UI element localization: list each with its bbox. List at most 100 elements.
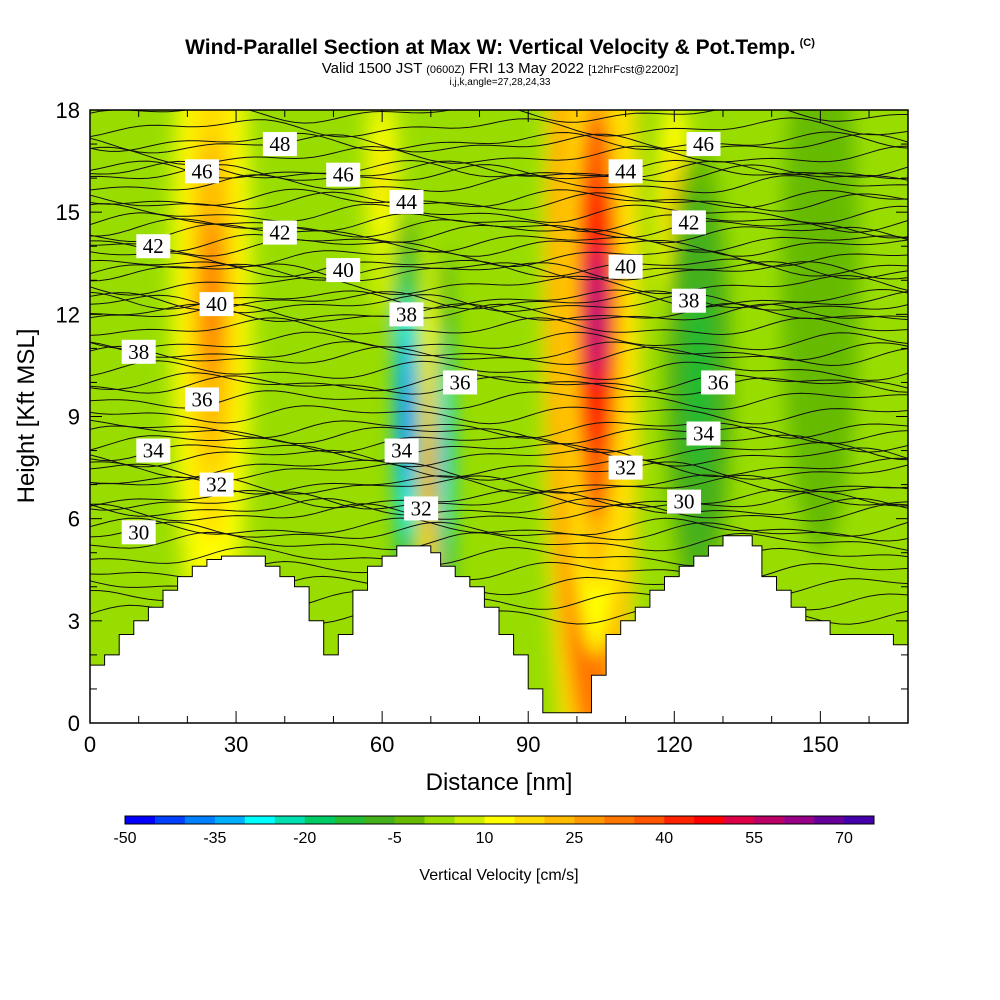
theta-contour-line [90, 331, 908, 351]
colorbar-label: Vertical Velocity [cm/s] [419, 867, 578, 884]
theta-contour-line [90, 233, 908, 253]
theta-contour-line [90, 160, 908, 180]
theta-contours [90, 110, 908, 625]
contour-label-48: 48 [262, 132, 297, 157]
colorbar-swatch [634, 816, 665, 824]
colorbar-swatch [814, 816, 845, 824]
colorbar-swatch [125, 816, 156, 824]
contour-label-46: 46 [184, 159, 219, 184]
colorbar-swatch [664, 816, 695, 824]
contour-label-44: 44 [608, 159, 643, 184]
downdraft-cell-1 [443, 409, 448, 492]
theta-contour-line [90, 159, 908, 179]
theta-contour-line [90, 425, 908, 445]
colorbar-swatch [574, 816, 605, 824]
terrain [90, 535, 908, 723]
colorbar-swatch [484, 816, 515, 824]
colorbar-swatch [184, 816, 216, 824]
contour-label-box [608, 254, 643, 279]
contour-label-text: 32 [206, 473, 227, 497]
contour-label-text: 38 [396, 302, 417, 326]
contour-label-text: 42 [269, 221, 290, 245]
colorbar-swatch [844, 816, 875, 824]
colorbar-swatch [784, 816, 815, 824]
contour-label-36: 36 [184, 387, 219, 412]
theta-contour-line [90, 405, 908, 425]
contour-label-42: 42 [136, 234, 171, 259]
theta-contour-line [90, 490, 908, 511]
contour-label-box [443, 370, 478, 395]
contour-label-box [136, 234, 171, 259]
colorbar-swatch [754, 816, 785, 824]
contour-label-box [671, 288, 706, 313]
colorbar-tick-label: 55 [745, 830, 763, 847]
colorbar-tick-label: -50 [113, 830, 136, 847]
theta-contour-line [90, 419, 908, 439]
y-tick-label: 6 [68, 507, 80, 532]
valid-utc: (0600Z) [426, 64, 465, 76]
contour-label-text: 46 [333, 163, 354, 187]
chart-subtitle: Valid 1500 JST (0600Z) FRI 13 May 2022 [… [321, 60, 679, 77]
colorbar-tick-label: -35 [203, 830, 226, 847]
contour-label-box [667, 489, 702, 514]
y-tick-label: 15 [56, 200, 80, 225]
theta-contour-line [90, 174, 908, 194]
theta-contour-line [90, 212, 908, 233]
contour-label-box [199, 472, 234, 497]
contour-label-box [608, 159, 643, 184]
theta-contour-line [90, 441, 908, 462]
theta-contour-line [90, 317, 908, 336]
contour-label-text: 32 [411, 496, 432, 520]
colorbar-tick-label: 40 [655, 830, 673, 847]
downdraft-cell-0 [403, 375, 410, 458]
theta-contour-line [90, 517, 908, 537]
theta-contour-line [90, 238, 908, 257]
theta-contour-line [90, 360, 908, 381]
x-tick-label: 90 [516, 732, 540, 757]
colorbar-swatch [394, 816, 425, 824]
colorbar-swatch [244, 816, 276, 824]
copyright-mark: (C) [799, 37, 815, 49]
colorbar-swatch [454, 816, 485, 824]
theta-contour-line [90, 390, 908, 410]
theta-contour-line [90, 345, 908, 367]
contour-label-box [326, 258, 361, 283]
contour-label-34: 34 [136, 438, 171, 463]
colorbar-frame [124, 815, 875, 825]
contour-label-box [404, 496, 439, 521]
theta-contour-line [90, 188, 908, 209]
contour-label-text: 40 [615, 255, 636, 279]
contour-label-30: 30 [121, 520, 156, 545]
x-axis-label: Distance [nm] [426, 769, 573, 796]
theta-contour-line [90, 497, 908, 517]
contour-labels: 30 32 32 32 30 34 34 34 36 36 36 38 38 38 40 40 40 42 42 42… [121, 132, 736, 545]
contour-label-38: 38 [671, 288, 706, 313]
contour-label-32: 32 [199, 472, 234, 497]
contour-label-32: 32 [608, 455, 643, 480]
colorbar-swatch [544, 816, 575, 824]
theta-contour-line [90, 249, 908, 268]
updraft-cell-2 [589, 246, 604, 383]
colorbar-swatch [424, 816, 455, 824]
contour-label-box [389, 302, 424, 327]
contour-label-box [121, 520, 156, 545]
contour-label-text: 46 [693, 132, 714, 156]
contour-label-text: 36 [708, 370, 729, 394]
x-tick-label: 30 [224, 732, 248, 757]
contour-label-box [262, 220, 297, 245]
theta-contour-line [90, 117, 908, 138]
chart-title: Wind-Parallel Section at Max W: Vertical… [185, 36, 815, 59]
colorbar-swatch [274, 816, 306, 824]
y-tick-label: 9 [68, 405, 80, 430]
colorbar-swatch [724, 816, 755, 824]
theta-contour-line [90, 218, 908, 239]
theta-contour-line [90, 457, 908, 479]
theta-contour-line [90, 375, 908, 396]
theta-contour-line [90, 145, 908, 166]
contour-label-40: 40 [326, 258, 361, 283]
contour-label-text: 32 [615, 456, 636, 480]
y-axis-label: Height [Kft MSL] [13, 329, 40, 504]
theta-contour-line [90, 546, 908, 567]
y-tick-label: 18 [56, 98, 80, 123]
